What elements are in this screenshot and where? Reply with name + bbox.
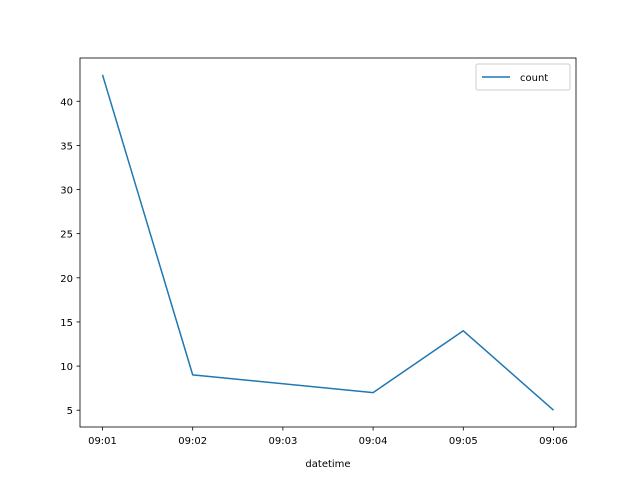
y-tick-label: 20	[60, 274, 73, 285]
x-tick-label: 09:03	[268, 436, 297, 447]
y-tick-label: 25	[60, 230, 73, 241]
x-tick-label: 09:02	[178, 436, 207, 447]
x-tick-label: 09:01	[88, 436, 117, 447]
x-tick-label: 09:05	[449, 436, 478, 447]
y-tick-label: 10	[60, 362, 73, 373]
y-tick-label: 5	[67, 406, 73, 417]
y-axis: 5 10 15 20 25 30 35 40	[60, 97, 80, 417]
axes-frame	[79, 57, 577, 428]
y-tick-label: 15	[60, 318, 73, 329]
y-tick-label: 35	[60, 141, 73, 152]
x-axis-title: datetime	[305, 459, 350, 470]
legend-box	[475, 63, 571, 91]
plot-area	[101, 74, 554, 411]
x-tick-label: 09:06	[539, 436, 568, 447]
legend: count	[475, 63, 571, 91]
legend-label-count: count	[520, 73, 548, 84]
y-tick-label: 40	[60, 97, 73, 108]
series-line-count	[101, 74, 554, 411]
y-tick-label: 30	[60, 186, 73, 197]
x-tick-label: 09:04	[359, 436, 388, 447]
x-axis: 09:01 09:02 09:03 09:04 09:05 09:06	[88, 427, 568, 447]
